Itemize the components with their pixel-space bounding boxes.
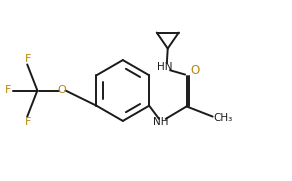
Text: NH: NH [153,117,168,127]
Text: O: O [191,64,200,77]
Text: O: O [58,85,66,96]
Text: F: F [5,85,12,96]
Text: HN: HN [157,62,173,72]
Text: F: F [25,54,31,64]
Text: CH₃: CH₃ [213,113,232,123]
Text: F: F [25,117,31,127]
